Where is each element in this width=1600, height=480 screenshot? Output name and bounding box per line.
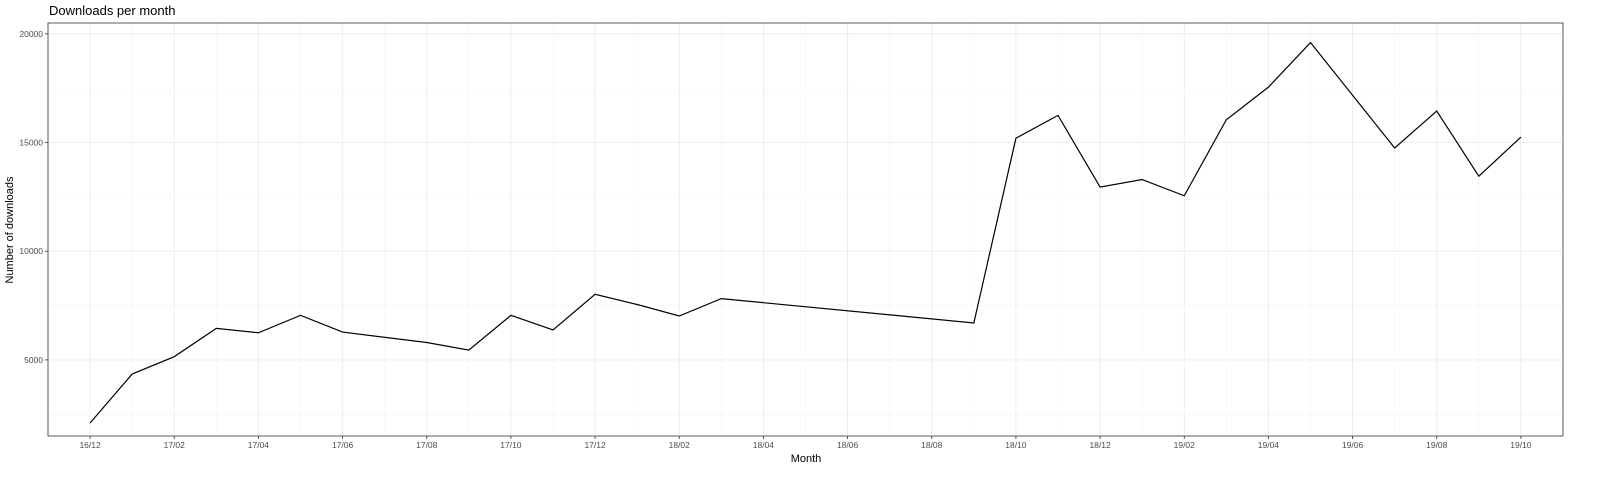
y-tick-label: 10000 xyxy=(19,246,43,256)
x-tick-label: 17/02 xyxy=(164,440,186,450)
series-layer xyxy=(89,41,1522,424)
x-tick-label: 19/06 xyxy=(1342,440,1364,450)
grid-lines xyxy=(47,23,1564,436)
x-tick-label: 18/04 xyxy=(753,440,775,450)
y-axis: 5000 10000 15000 20000 xyxy=(19,29,48,365)
x-tick-label: 19/08 xyxy=(1426,440,1448,450)
x-tick-label: 18/02 xyxy=(669,440,691,450)
x-tick-label: 16/12 xyxy=(79,440,101,450)
x-tick-label: 19/10 xyxy=(1510,440,1532,450)
x-tick-label: 17/10 xyxy=(500,440,522,450)
y-tick-label: 20000 xyxy=(19,29,43,39)
x-axis: 16/12 17/02 17/04 17/06 17/08 17/10 17/12 18/02… xyxy=(79,436,1532,450)
x-tick-label: 18/08 xyxy=(921,440,943,450)
plot-panel xyxy=(47,22,1564,437)
x-tick-label: 18/12 xyxy=(1089,440,1111,450)
x-tick-label: 18/06 xyxy=(837,440,859,450)
x-axis-label: Month xyxy=(791,453,822,465)
x-tick-label: 17/08 xyxy=(416,440,438,450)
x-tick-label: 19/02 xyxy=(1174,440,1196,450)
x-tick-label: 19/04 xyxy=(1258,440,1280,450)
series-line-downloads xyxy=(89,41,1522,424)
y-tick-label: 15000 xyxy=(19,138,43,148)
x-tick-label: 17/12 xyxy=(584,440,606,450)
y-tick-label: 5000 xyxy=(24,355,43,365)
x-tick-label: 17/04 xyxy=(248,440,270,450)
x-tick-label: 18/10 xyxy=(1005,440,1027,450)
x-tick-label: 17/06 xyxy=(332,440,354,450)
chart-title: Downloads per month xyxy=(49,3,175,18)
y-axis-label: Number of downloads xyxy=(4,176,16,284)
